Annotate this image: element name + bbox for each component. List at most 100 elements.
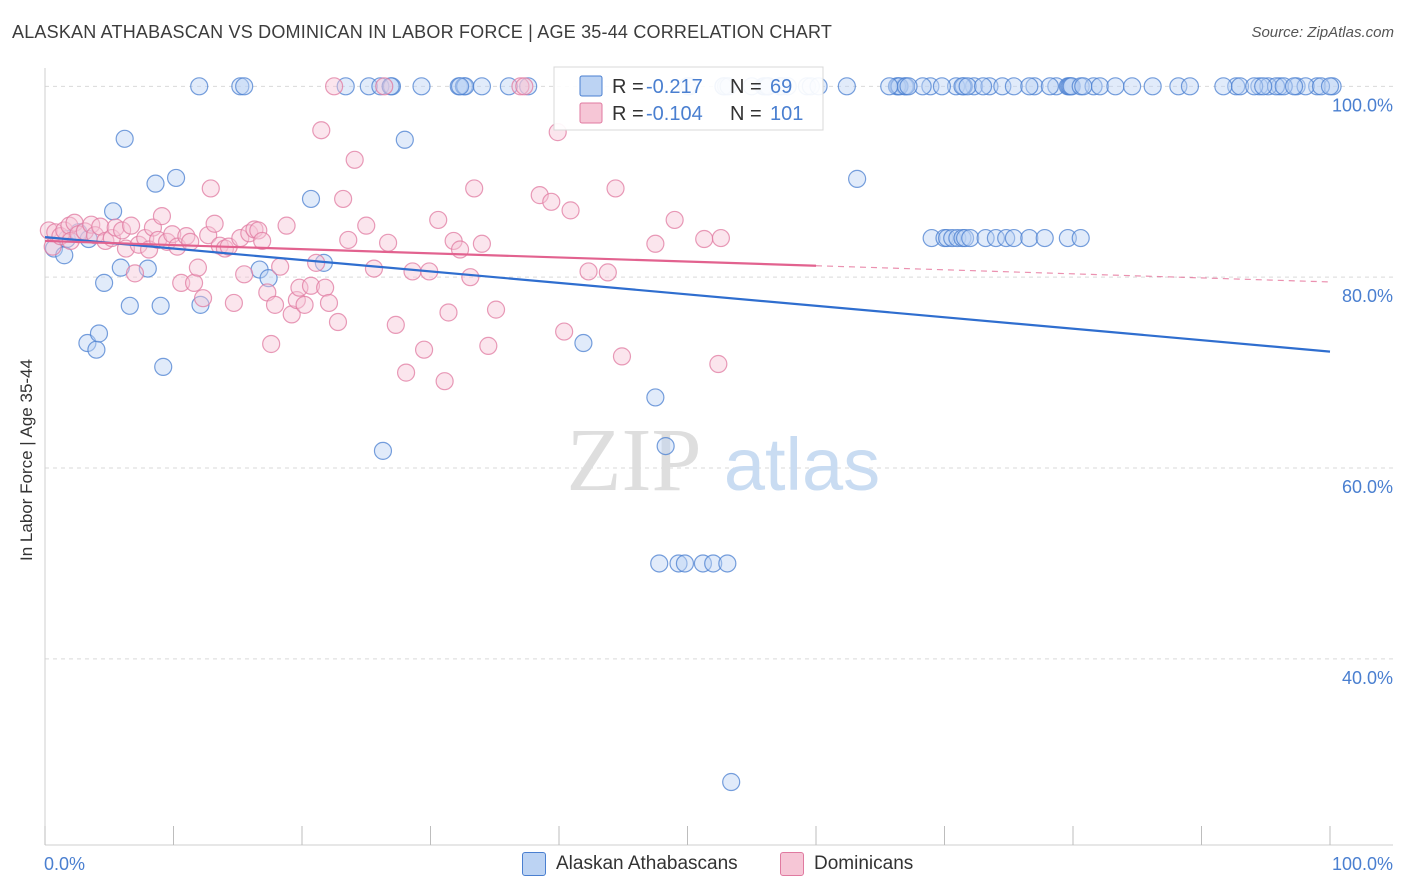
dominican-point [396, 363, 416, 382]
athabascan-point [1004, 228, 1023, 248]
dominican-point [711, 228, 731, 248]
dominican-point [429, 210, 448, 230]
athabascan-point [154, 357, 173, 376]
athabascan-point [937, 228, 957, 248]
athabascan-point [646, 388, 665, 407]
athabascan-point [1025, 77, 1044, 96]
dominican-point [253, 231, 272, 251]
stats-r-value: -0.217 [646, 76, 703, 98]
athabascan-point [472, 77, 491, 96]
athabascan-point [1106, 77, 1125, 96]
x-tick-label-min: 0.0% [44, 854, 85, 874]
athabascan-point [704, 554, 723, 573]
athabascan-point [151, 296, 170, 315]
dominican-point [542, 192, 561, 211]
athabascan-point [656, 436, 675, 456]
legend-label-athabascans: Alaskan Athabascans [556, 853, 738, 874]
athabascan-point [986, 228, 1006, 248]
dominican-point [439, 303, 458, 322]
athabascan-point [1071, 228, 1090, 248]
y-tick-label: 40.0% [1342, 668, 1393, 688]
athabascan-point [1180, 77, 1200, 96]
athabascan-trend-line [44, 236, 1331, 353]
athabascan-point [899, 77, 918, 96]
athabascan-point [1274, 77, 1293, 96]
athabascan-point [235, 77, 254, 96]
athabascan-point [980, 77, 999, 96]
stats-n-label: N = [730, 103, 762, 125]
athabascan-point [976, 228, 995, 248]
dominican-point [461, 268, 480, 287]
dominican-point [188, 258, 208, 277]
athabascan-point [961, 228, 980, 248]
dominican-point [709, 354, 728, 374]
athabascan-point [381, 77, 400, 96]
athabascan-point [880, 77, 899, 96]
y-tick-label: 80.0% [1342, 286, 1393, 306]
athabascan-point [1020, 77, 1039, 96]
dominican-point [262, 334, 281, 354]
athabascan-point [87, 340, 106, 359]
dominican-point [235, 265, 254, 284]
stats-r-label: R = [612, 103, 644, 125]
dominican-point [199, 226, 218, 245]
athabascan-point [848, 169, 867, 188]
dominican-point [295, 295, 314, 314]
dominican-point [375, 77, 394, 96]
legend-item-athabascans[interactable]: Alaskan Athabascans [522, 852, 738, 876]
dominican-point [695, 229, 714, 249]
dominican-point [472, 234, 491, 253]
athabascan-point [115, 129, 134, 148]
dominican-trend-extension [815, 265, 1331, 283]
athabascan-point [1035, 228, 1054, 248]
dominican-point [271, 257, 290, 276]
x-tick-label-max: 100.0% [1332, 854, 1393, 874]
athabascan-point [95, 273, 114, 293]
athabascan-point [120, 296, 139, 315]
legend-swatch-blue [522, 852, 546, 876]
athabascan-point [1143, 77, 1162, 96]
athabascan-point [953, 77, 972, 96]
athabascan-point [146, 174, 165, 193]
dominican-point [121, 216, 141, 235]
dominican-point [125, 264, 145, 283]
dominican-point [249, 221, 268, 240]
dominican-point [319, 293, 339, 313]
dominican-point [334, 189, 353, 209]
stats-n-value: 101 [770, 103, 803, 125]
dominican-point [345, 150, 364, 169]
athabascan-point [1058, 228, 1077, 248]
athabascan-point [693, 554, 713, 573]
dominican-point [205, 214, 224, 233]
athabascan-point [395, 130, 414, 149]
dominican-point [193, 289, 213, 308]
stats-n-value: 69 [770, 76, 792, 98]
athabascan-point [1123, 77, 1142, 96]
dominican-point [555, 322, 574, 341]
watermark: ZIP atlas [567, 411, 881, 510]
dominican-point [606, 179, 625, 198]
dominican-point [152, 207, 172, 226]
dominican-point [91, 217, 110, 236]
athabascan-point [1090, 77, 1110, 96]
dominican-point [82, 215, 101, 234]
athabascan-point [650, 554, 669, 573]
athabascan-point [955, 228, 975, 248]
dominican-point [515, 77, 534, 96]
athabascan-point [973, 77, 993, 96]
athabascan-point [943, 228, 962, 248]
dominican-point [265, 295, 285, 314]
athabascan-point [89, 324, 109, 343]
dominican-point [486, 300, 506, 319]
athabascan-point [1320, 77, 1340, 96]
dominican-point [277, 216, 296, 235]
dominican-point [579, 262, 598, 281]
dominican-point [612, 347, 632, 366]
athabascan-point [997, 228, 1016, 248]
legend-item-dominicans[interactable]: Dominicans [780, 852, 913, 876]
athabascan-point [519, 77, 538, 96]
dominican-point [364, 259, 384, 278]
athabascan-point [259, 269, 278, 288]
athabascan-point [1254, 77, 1273, 96]
